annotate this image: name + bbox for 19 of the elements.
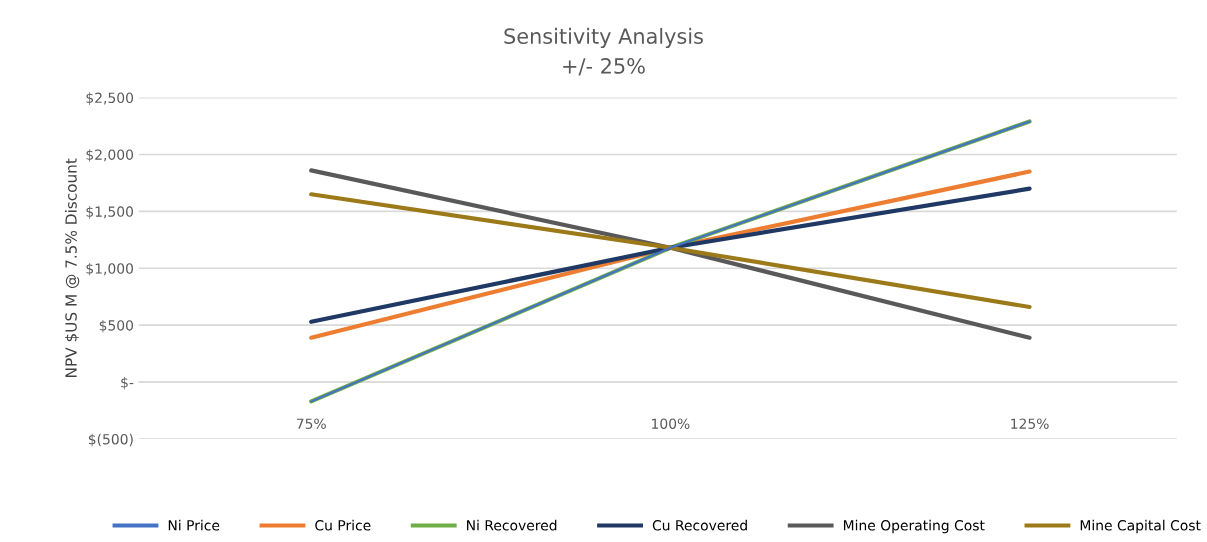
legend-label: Ni Recovered [467,519,557,531]
y-tick-label: $2,500 [86,92,134,105]
chart-title: Sensitivity Analysis [504,27,703,49]
y-tick-label: $2,000 [86,149,134,162]
y-tick-label: $(500) [88,433,133,447]
legend-label: Ni Price [168,519,220,531]
x-tick-label: 100% [652,418,690,429]
legend-label: Mine Capital Cost [1080,519,1201,534]
y-tick-label: $500 [99,319,134,333]
x-tick-label: 125% [1011,418,1049,429]
legend-label: Mine Operating Cost [843,519,985,534]
legend-label: Cu Recovered [652,519,747,531]
legend-label: Cu Price [315,519,371,531]
y-tick-label: $- [121,376,134,390]
chart-subtitle: +/- 25% [563,58,645,76]
x-tick-label: 75% [296,418,326,429]
y-tick-label: $1,500 [86,206,134,219]
y-tick-label: $1,000 [86,263,134,276]
y-axis-title: NPV $US M @ 7.5% Discount [65,158,80,377]
